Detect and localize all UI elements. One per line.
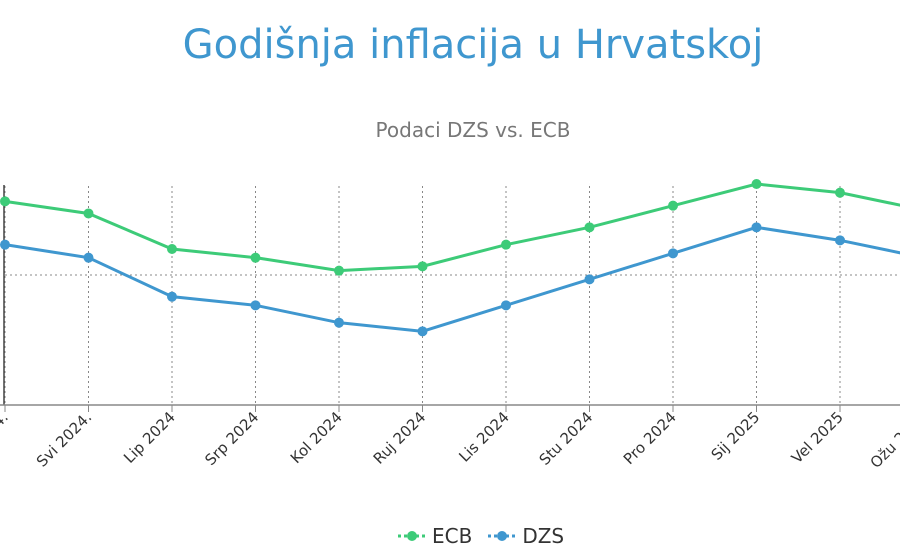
data-point-dzs [167,291,177,302]
legend-item-ecb[interactable]: ECB [398,524,472,548]
legend-swatch-icon [398,531,426,541]
data-point-dzs [501,300,511,311]
data-point-dzs [668,248,678,259]
data-point-ecb [334,265,344,276]
data-point-dzs [835,235,845,246]
chart-title: Godišnja inflacija u Hrvatskoj [182,22,764,68]
data-point-ecb [751,179,762,189]
line-chart-plot: Tra 2024. Svi 2024. Lip 2024 Srp 2024 Kol 20… [0,179,900,472]
data-point-ecb [250,252,261,263]
chart-subtitle: Podaci DZS vs. ECB [375,118,571,142]
legend-label: ECB [432,524,473,548]
x-tick-label: Svi 2024. [33,408,95,470]
x-tick-label: Tra 2024. [0,408,12,471]
legend-item-dzs[interactable]: DZS [488,524,564,548]
data-point-dzs [584,274,595,285]
x-tick-label: Ruj 2024 [370,408,430,468]
legend-swatch-icon [488,531,517,541]
x-tick-label: Vel 2025 [788,408,847,467]
data-point-ecb [835,187,845,198]
series-line-dzs [4,225,900,333]
x-tick-label: Pro 2024 [620,408,680,468]
data-point-dzs [751,222,762,233]
data-point-dzs [417,326,428,337]
x-tick-label: Lip 2024 [120,408,179,467]
legend-label: DZS [522,524,565,548]
x-tick-label: Lis 2024 [455,408,512,465]
data-point-ecb [668,200,678,211]
data-point-dzs [334,317,344,328]
series-group [0,179,900,337]
data-point-ecb [83,208,94,219]
data-point-ecb [0,196,10,207]
legend: ECB DZS [398,524,564,548]
x-tick-label: Srp 2024 [201,408,262,469]
data-point-dzs [0,239,10,250]
data-point-ecb [584,222,595,233]
data-point-ecb [417,261,428,272]
data-point-ecb [501,239,511,250]
data-point-ecb [167,244,177,254]
data-point-dzs [250,300,261,311]
x-tick-label: Sij 2025 [708,408,764,464]
x-tick-label: Kol 2024 [287,408,346,467]
data-point-dzs [83,252,94,263]
x-tick-label: Ožu 2025 [867,408,900,472]
x-tick-label: Stu 2024 [536,408,597,469]
